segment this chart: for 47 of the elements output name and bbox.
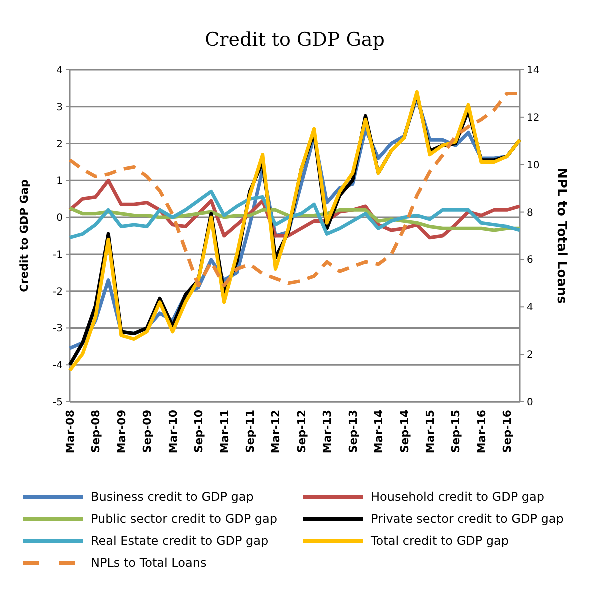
x-tick-label: Mar-14 <box>372 410 386 454</box>
y2-tick-label: 12 <box>527 112 540 124</box>
x-tick-label: Mar-16 <box>475 410 488 454</box>
y-tick-label: -2 <box>53 286 63 298</box>
y-tick-label: 2 <box>56 139 63 150</box>
legend-label: Total credit to GDP gap <box>370 534 509 548</box>
chart-title: Credit to GDP Gap <box>205 29 385 51</box>
y2-tick-label: 4 <box>527 302 534 314</box>
y2-tick-label: 6 <box>527 255 534 266</box>
y-tick-label: 4 <box>56 66 63 76</box>
y2-axis-title: NPL to Total Loans <box>554 168 569 304</box>
x-tick-label: Mar-09 <box>115 410 128 454</box>
y-tick-label: -1 <box>53 250 63 261</box>
x-tick-label: Sep-10 <box>192 410 206 454</box>
y2-tick-label: 2 <box>527 350 534 362</box>
x-tick-label: Sep-15 <box>450 410 463 454</box>
legend-label: NPLs to Total Loans <box>91 556 207 570</box>
legend-label: Real Estate credit to GDP gap <box>91 534 269 548</box>
y2-tick-label: 14 <box>527 66 540 76</box>
x-tick-label: Mar-10 <box>166 410 180 454</box>
y2-tick-label: 8 <box>527 208 534 219</box>
x-tick-label: Sep-11 <box>244 410 257 454</box>
y-tick-label: -3 <box>53 324 63 335</box>
line-series <box>68 190 522 240</box>
y2-tick-label: 0 <box>527 398 534 408</box>
legend-label: Household credit to GDP gap <box>371 490 544 504</box>
x-tick-label: Mar-12 <box>270 410 283 454</box>
y-tick-label: -5 <box>53 398 63 408</box>
x-tick-label: Mar-13 <box>321 410 334 454</box>
y-tick-label: 0 <box>56 213 63 224</box>
legend-label: Public sector credit to GDP gap <box>91 512 278 526</box>
x-tick-label: Mar-08 <box>64 410 77 454</box>
y2-tick-label: 10 <box>527 160 540 172</box>
y-tick-label: -4 <box>53 360 63 372</box>
x-tick-label: Mar-11 <box>218 410 232 454</box>
y-tick-label: 3 <box>56 102 63 114</box>
y-tick-label: 1 <box>56 176 63 188</box>
x-tick-label: Mar-15 <box>424 410 437 454</box>
legend-label: Private sector credit to GDP gap <box>371 512 564 526</box>
legend-label: Business credit to GDP gap <box>91 490 254 504</box>
x-tick-label: Sep-09 <box>141 410 154 454</box>
y-axis-title: Credit to GDP Gap <box>18 180 31 292</box>
x-tick-label: Sep-08 <box>90 410 103 454</box>
x-tick-label: Sep-12 <box>295 410 308 454</box>
x-tick-label: Sep-14 <box>398 410 412 454</box>
x-tick-label: Sep-16 <box>501 410 514 454</box>
x-tick-label: Sep-13 <box>346 410 360 454</box>
